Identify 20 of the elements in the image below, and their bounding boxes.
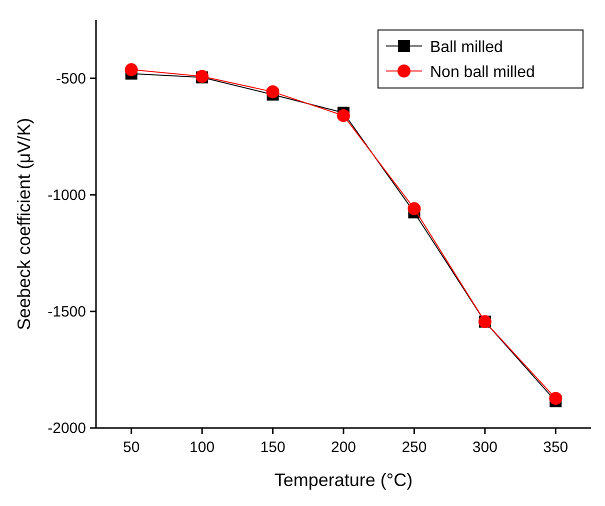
- point: [266, 85, 280, 98]
- y-axis-title: Seebeck coefficient (μV/K): [14, 118, 34, 330]
- x-tick-label: 250: [402, 439, 427, 456]
- point: [337, 109, 350, 122]
- x-tick-label: 150: [260, 439, 286, 456]
- x-tick-label: 300: [472, 439, 498, 456]
- x-tick-label: 50: [123, 439, 140, 456]
- legend-label: Non ball milled: [430, 64, 535, 81]
- legend-label: Ball milled: [430, 39, 503, 56]
- point: [549, 392, 562, 405]
- x-tick-label: 200: [330, 439, 356, 456]
- x-tick-label: 100: [190, 439, 215, 456]
- y-tick-label: -1500: [48, 303, 86, 320]
- point: [408, 202, 421, 216]
- y-tick-label: -1000: [48, 186, 86, 204]
- x-tick-label: 350: [543, 439, 568, 456]
- point: [124, 63, 138, 76]
- y-tick-label: -500: [56, 70, 86, 88]
- x-axis-title: Temperature (°C): [274, 470, 413, 490]
- y-tick-label: -2000: [48, 420, 86, 437]
